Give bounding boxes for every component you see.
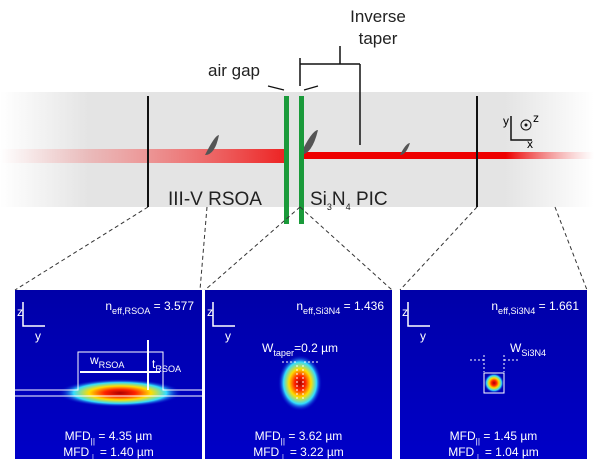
- label-part: =0.2 µm: [294, 341, 338, 355]
- label-part: MFD: [255, 429, 281, 443]
- label: MFD⊥ = 3.22 µm: [253, 445, 344, 459]
- label-part: MFD: [448, 445, 474, 459]
- label-part: w: [89, 353, 99, 367]
- label-part: ⊥: [474, 452, 481, 459]
- label-part: = 3.62 µm: [285, 429, 342, 443]
- label-part: n: [105, 299, 112, 313]
- label-part: MFD: [253, 445, 279, 459]
- label-part: RSOA: [155, 364, 182, 374]
- label-part: taper: [273, 348, 294, 358]
- label-part: eff,RSOA: [112, 306, 151, 316]
- rsoa-label: III-V RSOA: [168, 189, 262, 210]
- label-part: = 1.661: [535, 299, 579, 313]
- label-part: = 1.45 µm: [480, 429, 537, 443]
- t: Si: [310, 189, 327, 210]
- waveguide-band: [0, 46, 594, 290]
- label-part: eff,Si3N4: [498, 306, 535, 316]
- label-part: RSOA: [99, 360, 126, 370]
- label-part: W: [510, 341, 522, 355]
- axis-label: y: [225, 329, 231, 343]
- taper-label: Inverse: [350, 7, 406, 26]
- label-part: W: [262, 341, 274, 355]
- axis-label: y: [35, 329, 41, 343]
- label-part: = 4.35 µm: [95, 429, 152, 443]
- label-part: MFD: [450, 429, 476, 443]
- label-part: = 3.577: [150, 299, 194, 313]
- label-part: n: [296, 299, 303, 313]
- label-part: MFD: [65, 429, 91, 443]
- label-part: ⊥: [89, 452, 96, 459]
- axis-label: z: [17, 305, 23, 319]
- axis-label: z: [402, 305, 408, 319]
- air-gap-label: air gap: [208, 61, 260, 80]
- label-part: n: [491, 299, 498, 313]
- label-part: = 1.436: [340, 299, 384, 313]
- label-part: MFD: [63, 445, 89, 459]
- axis-label: y: [420, 329, 426, 343]
- label-part: = 1.40 µm: [97, 445, 154, 459]
- t: PIC: [351, 189, 388, 210]
- label-part: = 3.22 µm: [287, 445, 344, 459]
- label: MFD⊥ = 1.40 µm: [63, 445, 154, 459]
- label-part: eff,Si3N4: [303, 306, 340, 316]
- t: N: [332, 189, 346, 210]
- axis-label: x: [527, 137, 533, 151]
- axis-label: z: [207, 305, 213, 319]
- label-part: = 1.04 µm: [482, 445, 539, 459]
- label-part: Si3N4: [521, 348, 546, 358]
- taper-label: taper: [359, 29, 398, 48]
- axis-label: z: [533, 111, 539, 125]
- mode-profile: [484, 373, 504, 393]
- figure: Inverse taper air gap III-V RSOA Si3N4 P…: [0, 0, 594, 459]
- label: MFD⊥ = 1.04 µm: [448, 445, 539, 459]
- label-part: ⊥: [279, 452, 286, 459]
- axis-label: y: [503, 114, 509, 128]
- mode-profile: [278, 355, 322, 411]
